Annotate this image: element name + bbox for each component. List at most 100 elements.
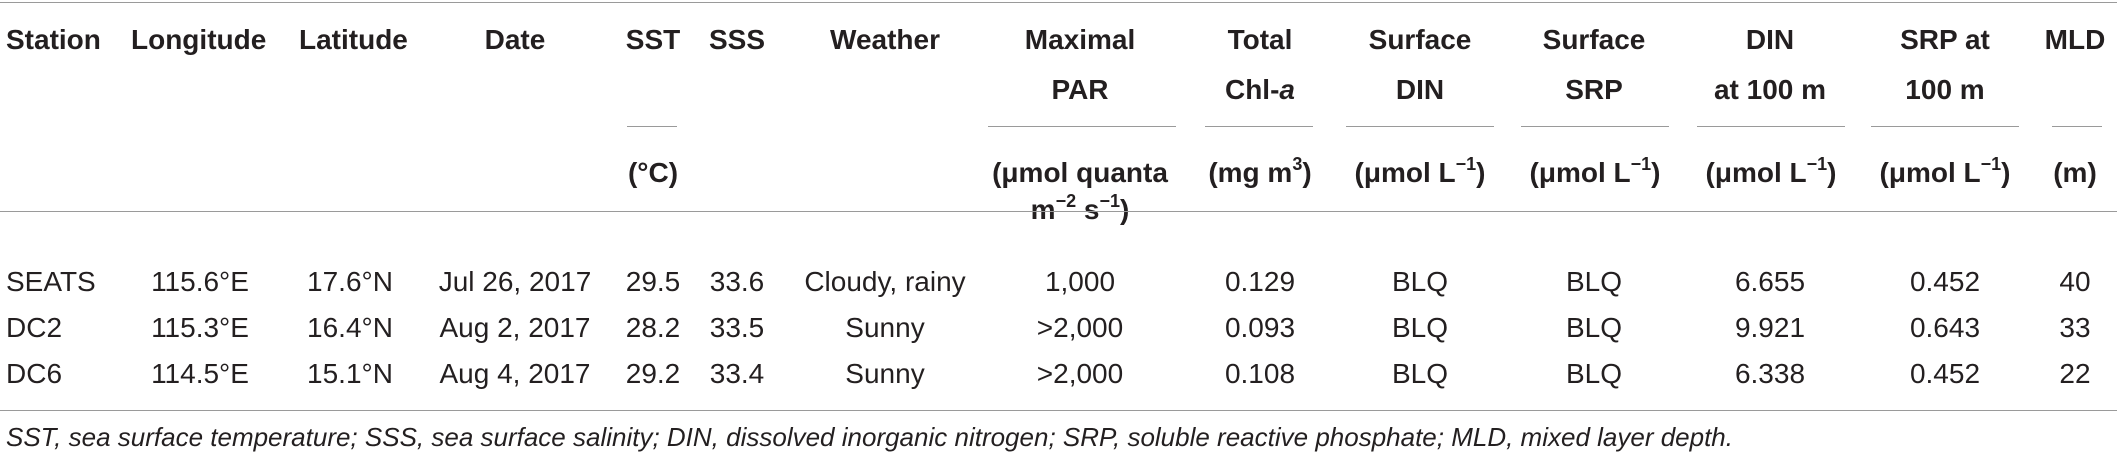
- cell-date: Jul 26, 2017: [438, 266, 592, 297]
- header-ssrp-unit: (μmol L−1): [1510, 148, 1680, 198]
- header-latitude: Latitude: [299, 24, 408, 55]
- header-surface-srp-line1: Surface: [1542, 24, 1646, 55]
- srp100-unit-sup: −1: [1980, 153, 2002, 174]
- cell-sss: 33.6: [709, 266, 765, 297]
- header-sss: SSS: [708, 24, 766, 55]
- cell-chla: 0.093: [1224, 312, 1296, 343]
- header-maximal-par-line1: Maximal: [1024, 24, 1136, 55]
- header-srp-100-line1: SRP at: [1900, 24, 1990, 55]
- header-par-unit-line1: (μmol quanta: [992, 157, 1168, 188]
- cell-chla: 0.129: [1224, 266, 1296, 297]
- header-sdin-underline: [1346, 126, 1494, 127]
- header-mld-unit: (m): [2053, 157, 2097, 188]
- cell-latitude: 17.6°N: [307, 266, 393, 297]
- header-din100-unit: (μmol L−1): [1686, 148, 1856, 198]
- cell-longitude: 115.6°E: [151, 266, 249, 297]
- cell-sss: 33.4: [709, 358, 765, 389]
- ssrp-unit-text: (μmol L: [1529, 157, 1631, 188]
- header-surface-din-line2: DIN: [1395, 74, 1445, 105]
- table-bottom-rule: [0, 410, 2117, 411]
- cell-weather: Sunny: [845, 312, 925, 343]
- header-ssrp-underline: [1521, 126, 1669, 127]
- srp100-unit-text: (μmol L: [1879, 157, 1981, 188]
- header-srp100-underline: [1871, 126, 2019, 127]
- cell-longitude: 115.3°E: [151, 312, 249, 343]
- cell-sst: 29.5: [625, 266, 681, 297]
- header-mld: MLD: [2044, 24, 2106, 55]
- header-din100-underline: [1697, 126, 1845, 127]
- header-chla-unit: (mg m3): [1190, 148, 1330, 198]
- cell-weather: Sunny: [845, 358, 925, 389]
- chla-unit-end: ): [1302, 157, 1312, 188]
- header-srp100-unit: (μmol L−1): [1860, 148, 2030, 198]
- header-date: Date: [484, 24, 546, 55]
- par-unit-s: s: [1076, 194, 1100, 225]
- header-par-unit-line2: m−2 s−1): [975, 190, 1185, 230]
- header-longitude: Longitude: [131, 24, 267, 55]
- ssrp-unit-end: ): [1651, 157, 1661, 188]
- cell-mld: 22: [2059, 358, 2091, 389]
- cell-din100: 6.655: [1734, 266, 1806, 297]
- header-mld-underline: [2052, 126, 2102, 127]
- cell-mld: 33: [2059, 312, 2091, 343]
- srp100-unit-end: ): [2001, 157, 2011, 188]
- cell-par: 1,000: [1044, 266, 1116, 297]
- table-footnote: SST, sea surface temperature; SSS, sea s…: [6, 422, 1733, 452]
- cell-sst: 29.2: [625, 358, 681, 389]
- header-station: Station: [6, 24, 101, 55]
- par-unit-sup2: −1: [1099, 190, 1120, 211]
- cell-din100: 9.921: [1734, 312, 1806, 343]
- header-weather: Weather: [830, 24, 940, 55]
- cell-ssrp: BLQ: [1565, 312, 1623, 343]
- sdin-unit-end: ): [1476, 157, 1486, 188]
- cell-latitude: 16.4°N: [307, 312, 393, 343]
- cell-srp100: 0.452: [1909, 266, 1981, 297]
- sdin-unit-sup: −1: [1455, 153, 1477, 174]
- sdin-unit-text: (μmol L: [1354, 157, 1456, 188]
- header-par-underline: [988, 126, 1176, 127]
- header-sdin-unit: (μmol L−1): [1335, 148, 1505, 198]
- par-unit-m: m: [1030, 194, 1056, 225]
- header-surface-din-line1: Surface: [1368, 24, 1472, 55]
- cell-sdin: BLQ: [1391, 358, 1449, 389]
- header-total-chla-text: Chl-: [1224, 74, 1280, 105]
- cell-station: DC6: [6, 358, 63, 389]
- cell-ssrp: BLQ: [1565, 358, 1623, 389]
- din100-unit-text: (μmol L: [1705, 157, 1807, 188]
- header-din-100-line1: DIN: [1745, 24, 1795, 55]
- cell-longitude: 114.5°E: [151, 358, 249, 389]
- cell-sdin: BLQ: [1391, 312, 1449, 343]
- cell-srp100: 0.452: [1909, 358, 1981, 389]
- table-header-rule: [0, 211, 2117, 212]
- din100-unit-end: ): [1827, 157, 1837, 188]
- cell-latitude: 15.1°N: [307, 358, 393, 389]
- par-unit-end: ): [1120, 194, 1130, 225]
- cell-sdin: BLQ: [1391, 266, 1449, 297]
- header-total-chla-italic: a: [1279, 74, 1295, 105]
- header-sst: SST: [625, 24, 681, 55]
- cell-sst: 28.2: [625, 312, 681, 343]
- cell-mld: 40: [2059, 266, 2091, 297]
- header-sst-underline: [627, 126, 677, 127]
- header-sst-unit: (°C): [627, 157, 679, 188]
- cell-srp100: 0.643: [1909, 312, 1981, 343]
- header-srp-100-line2: 100 m: [1905, 74, 1985, 105]
- cell-date: Aug 2, 2017: [439, 312, 591, 343]
- header-chla-underline: [1205, 126, 1313, 127]
- cell-date: Aug 4, 2017: [439, 358, 591, 389]
- cell-par: >2,000: [1036, 358, 1124, 389]
- cell-ssrp: BLQ: [1565, 266, 1623, 297]
- chla-unit-sup: 3: [1292, 153, 1303, 174]
- cell-station: DC2: [6, 312, 63, 343]
- ssrp-unit-sup: −1: [1630, 153, 1652, 174]
- cell-din100: 6.338: [1734, 358, 1806, 389]
- cell-chla: 0.108: [1224, 358, 1296, 389]
- din100-unit-sup: −1: [1806, 153, 1828, 174]
- cell-sss: 33.5: [709, 312, 765, 343]
- header-total-chla-line1: Total: [1227, 24, 1293, 55]
- header-total-chla-line2: Chl-a: [1195, 65, 1325, 115]
- chla-unit-text: (mg m: [1208, 157, 1293, 188]
- par-unit-sup1: −2: [1055, 190, 1077, 211]
- header-din-100-line2: at 100 m: [1713, 74, 1827, 105]
